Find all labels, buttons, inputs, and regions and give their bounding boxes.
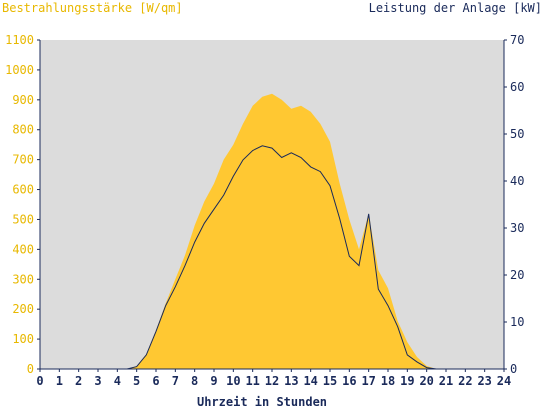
left-tick-label: 700 [12, 153, 34, 167]
x-tick-label: 12 [265, 374, 279, 388]
left-tick-label: 800 [12, 123, 34, 137]
left-axis-title: Bestrahlungsstärke [W/qm] [2, 1, 183, 15]
x-tick-label: 15 [323, 374, 337, 388]
x-tick-label: 19 [400, 374, 414, 388]
power-line [40, 145, 504, 370]
x-tick-label: 17 [361, 374, 375, 388]
left-tick-label: 500 [12, 212, 34, 226]
x-tick-label: 21 [439, 374, 453, 388]
right-tick-label: 40 [510, 174, 524, 188]
right-tick-label: 50 [510, 127, 524, 141]
right-tick-label: 70 [510, 33, 524, 47]
x-tick-label: 1 [56, 374, 63, 388]
x-tick-label: 5 [133, 374, 140, 388]
x-tick-label: 7 [172, 374, 179, 388]
x-tick-label: 2 [75, 374, 82, 388]
right-tick-label: 20 [510, 268, 524, 282]
x-tick-label: 3 [94, 374, 101, 388]
left-tick-label: 900 [12, 93, 34, 107]
right-tick-label: 30 [510, 221, 524, 235]
x-tick-labels: 0 1 2 3 4 5 6 7 8 9 10 11 12 13 14 15 16 17 18 19 20 21 22 23 24 [36, 374, 511, 388]
x-axis-title: Uhrzeit in Stunden [197, 395, 327, 408]
x-tick-label: 20 [419, 374, 433, 388]
x-tick-label: 4 [114, 374, 121, 388]
right-tick-label: 60 [510, 80, 524, 94]
irradiance-area [40, 93, 504, 370]
left-tick-label: 300 [12, 272, 34, 286]
x-tick-label: 11 [245, 374, 259, 388]
axis-layer [37, 39, 507, 372]
left-tick-label: 0 [27, 362, 34, 376]
right-tick-labels: 0 10 20 30 40 50 60 70 [510, 33, 524, 376]
x-tick-label: 9 [210, 374, 217, 388]
left-tick-label: 400 [12, 242, 34, 256]
left-tick-label: 1000 [5, 63, 34, 77]
series-layer [40, 93, 504, 370]
x-tick-label: 6 [152, 374, 159, 388]
x-tick-label: 10 [226, 374, 240, 388]
x-tick-label: 8 [191, 374, 198, 388]
x-tick-label: 0 [36, 374, 43, 388]
x-tick-label: 23 [477, 374, 491, 388]
right-tick-label: 10 [510, 315, 524, 329]
x-tick-label: 14 [303, 374, 317, 388]
right-axis-title: Leistung der Anlage [kW] [369, 1, 542, 15]
x-tick-label: 22 [458, 374, 472, 388]
left-tick-label: 600 [12, 183, 34, 197]
x-tick-label: 16 [342, 374, 356, 388]
left-tick-label: 1100 [5, 33, 34, 47]
right-tick-label: 0 [510, 362, 517, 376]
x-tick-label: 13 [284, 374, 298, 388]
x-tick-label: 18 [381, 374, 395, 388]
x-tick-label: 24 [497, 374, 511, 388]
left-tick-label: 200 [12, 302, 34, 316]
left-tick-label: 100 [12, 332, 34, 346]
left-tick-labels: 0 100 200 300 400 500 600 700 800 900 1000 1100 [5, 33, 34, 376]
